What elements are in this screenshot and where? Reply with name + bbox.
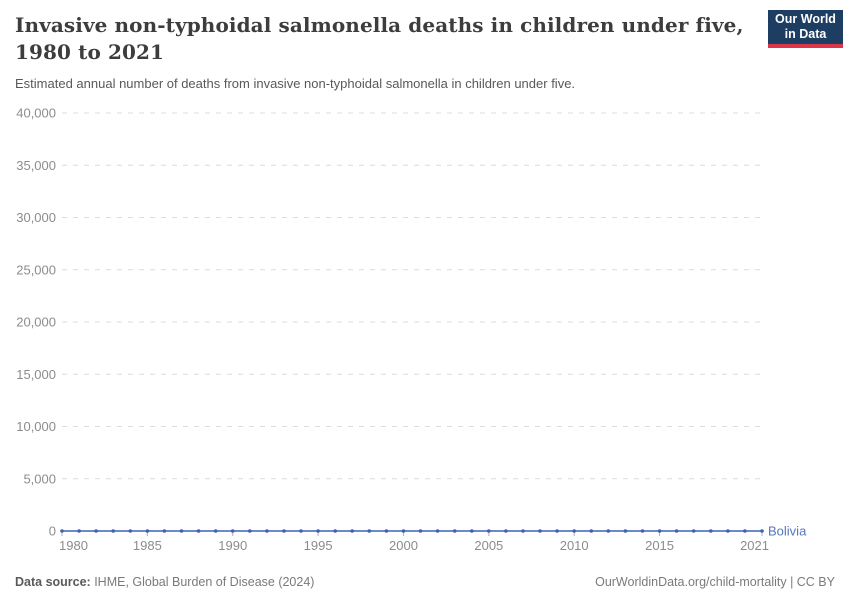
y-axis-tick-label: 15,000 [16, 367, 56, 382]
data-point [60, 529, 64, 533]
x-axis-tick-label: 2010 [560, 538, 589, 553]
x-axis-tick-label: 2021 [740, 538, 769, 553]
chart-subtitle: Estimated annual number of deaths from i… [15, 76, 755, 93]
data-point [316, 529, 320, 533]
y-axis-tick-label: 40,000 [16, 106, 56, 121]
data-source-value: IHME, Global Burden of Disease (2024) [91, 575, 315, 589]
data-point [350, 529, 354, 533]
data-point [231, 529, 235, 533]
data-point [299, 529, 303, 533]
data-point [77, 529, 81, 533]
chart-header: Invasive non-typhoidal salmonella deaths… [15, 12, 835, 93]
data-point [487, 529, 491, 533]
data-point [94, 529, 98, 533]
data-point [521, 529, 525, 533]
data-source: Data source: IHME, Global Burden of Dise… [15, 575, 314, 589]
owid-logo[interactable]: Our World in Data [768, 10, 843, 48]
data-point [248, 529, 252, 533]
y-axis-tick-label: 25,000 [16, 262, 56, 277]
line-chart: 0 5,000 10,000 15,000 20,000 25,000 30,000 35,0… [0, 100, 850, 560]
x-axis-tick-label: 2000 [389, 538, 418, 553]
data-point [333, 529, 337, 533]
data-point [197, 529, 201, 533]
y-axis-tick-label: 30,000 [16, 210, 56, 225]
data-point [214, 529, 218, 533]
data-point [129, 529, 133, 533]
data-source-label: Data source: [15, 575, 91, 589]
data-point [607, 529, 611, 533]
data-point [180, 529, 184, 533]
data-point [470, 529, 474, 533]
x-axis-tick-label: 1985 [133, 538, 162, 553]
entity-label: Bolivia [768, 524, 807, 539]
x-axis-tick-label: 1990 [218, 538, 247, 553]
x-axis-tick-label: 1980 [59, 538, 88, 553]
data-point [282, 529, 286, 533]
chart-title: Invasive non-typhoidal salmonella deaths… [15, 12, 760, 66]
data-point [572, 529, 576, 533]
data-point [760, 529, 764, 533]
x-axis-tick-label: 2015 [645, 538, 674, 553]
data-point [146, 529, 150, 533]
data-point [402, 529, 406, 533]
chart-footer: Data source: IHME, Global Burden of Dise… [15, 575, 835, 589]
data-point [419, 529, 423, 533]
data-point [555, 529, 559, 533]
owid-logo-line1: Our World [775, 12, 836, 27]
y-axis-tick-label: 20,000 [16, 315, 56, 330]
data-point [111, 529, 115, 533]
owid-logo-line2: in Data [785, 27, 827, 42]
data-point [641, 529, 645, 533]
y-axis-tick-label: 10,000 [16, 419, 56, 434]
data-point [726, 529, 730, 533]
x-axis-tick-label: 2005 [474, 538, 503, 553]
data-point [436, 529, 440, 533]
y-axis-tick-label: 35,000 [16, 158, 56, 173]
data-point [709, 529, 713, 533]
data-point [590, 529, 594, 533]
data-point [743, 529, 747, 533]
data-point [658, 529, 662, 533]
credit-link: OurWorldinData.org/child-mortality | CC … [595, 575, 835, 589]
data-point [504, 529, 508, 533]
data-point [675, 529, 679, 533]
y-axis-tick-label: 5,000 [23, 471, 56, 486]
data-point [453, 529, 457, 533]
data-point [538, 529, 542, 533]
data-point [624, 529, 628, 533]
x-axis-tick-label: 1995 [304, 538, 333, 553]
y-axis-tick-label: 0 [49, 524, 56, 539]
data-point [265, 529, 269, 533]
data-point [163, 529, 167, 533]
data-point [385, 529, 389, 533]
data-point [368, 529, 372, 533]
data-point [692, 529, 696, 533]
